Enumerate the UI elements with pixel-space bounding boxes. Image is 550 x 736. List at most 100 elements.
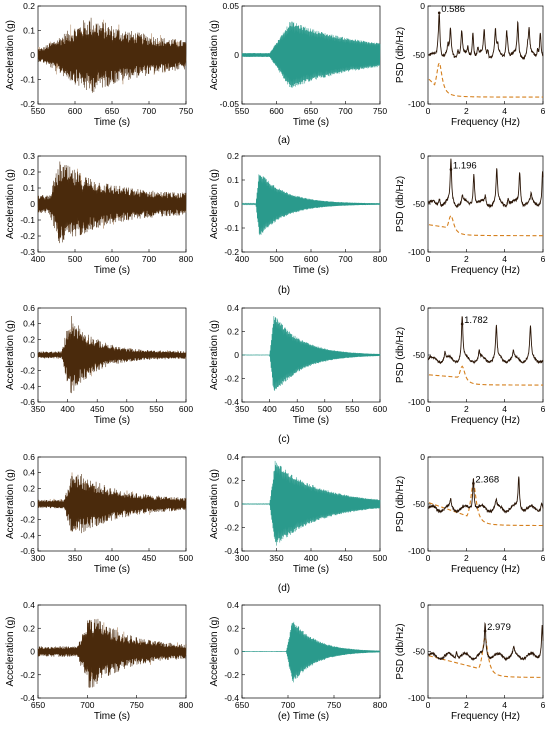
filtered-panel-ytick-label: 0 — [234, 647, 239, 657]
filtered-panel-xtick-label: 350 — [235, 404, 249, 414]
row-d: 300 350 400 450 500-0.6-0.4-0.200.20.40.6Tim… — [5, 452, 546, 594]
psd-panel-ylabel: PSD (db/Hz) — [395, 623, 406, 679]
psd-panel-peak-label: 2.368 — [475, 474, 499, 485]
psd-panel-xtick-label: 6 — [541, 106, 546, 116]
filtered-panel-ytick-label: 0.4 — [227, 452, 239, 462]
psd-panel-xlabel: Frequency (Hz) — [451, 711, 520, 722]
filtered-panel-xtick-label: 700 — [338, 106, 352, 116]
psd-panel-peak-label: 1.782 — [464, 315, 488, 326]
psd-panel-xtick-label: 6 — [541, 700, 546, 710]
raw-panel-xtick-label: 500 — [120, 404, 134, 414]
raw-panel-ytick-label: 0.6 — [23, 303, 35, 313]
filtered-panel-trace — [241, 316, 381, 391]
filtered-panel-xtick-label: 600 — [304, 254, 318, 264]
subfigure-caption: (e) — [278, 711, 290, 722]
psd-panel-xlabel: Frequency (Hz) — [451, 265, 520, 276]
filtered-panel-ytick-label: -0.1 — [224, 223, 239, 233]
psd-panel-peak-point — [437, 11, 441, 15]
filtered-panel-ytick-label: 0.2 — [227, 151, 239, 161]
psd-panel-xtick-label: 0 — [426, 700, 431, 710]
raw-panel-ytick-label: -0.2 — [20, 366, 35, 376]
raw-panel-xtick-label: 800 — [179, 700, 193, 710]
raw-panel-ytick-label: 0.4 — [23, 600, 35, 610]
raw-panel-xtick-label: 350 — [68, 553, 82, 563]
psd-panel-psd-trace — [428, 13, 544, 61]
psd-panel-ytick-label: 0 — [420, 151, 425, 161]
raw-panel-xtick-label: 650 — [31, 700, 45, 710]
filtered-panel-ylabel: Acceleration (g) — [209, 169, 220, 239]
psd-panel-xtick-label: 6 — [541, 404, 546, 414]
raw-panel-ylabel: Acceleration (g) — [5, 20, 16, 90]
filtered-panel-xtick-label: 800 — [373, 700, 387, 710]
filtered-panel-ytick-label: 0.2 — [227, 623, 239, 633]
filtered-panel-ytick-label: -0.2 — [224, 523, 239, 533]
raw-panel-ytick-label: 0.2 — [23, 334, 35, 344]
raw-panel-trace — [37, 473, 187, 534]
psd-panel-model-curve — [428, 482, 544, 527]
raw-panel-ytick-label: 0 — [30, 350, 35, 360]
psd-panel-ytick-label: -50 — [413, 50, 426, 60]
filtered-panel-xlabel: Time (s) — [293, 415, 329, 426]
filtered-panel-ytick-label: 0.4 — [227, 600, 239, 610]
psd-panel-psd-trace — [428, 158, 544, 209]
psd-panel-ytick-label: -50 — [413, 350, 426, 360]
raw-panel-ytick-label: -0.2 — [20, 99, 35, 109]
filtered-panel-xtick-label: 500 — [373, 553, 387, 563]
row-e: 650 700 750 800 -0.4 -0.2 0 0.2 0.4 Time (s) Accel… — [5, 600, 546, 722]
raw-panel-ytick-label: 0.6 — [23, 452, 35, 462]
psd-panel-xtick-label: 4 — [502, 254, 507, 264]
filtered-panel-ytick-label: 0.4 — [227, 303, 239, 313]
raw-panel-xtick-label: 800 — [179, 254, 193, 264]
psd-panel-ytick-label: -100 — [408, 247, 425, 257]
raw-panel-xtick-label: 450 — [142, 553, 156, 563]
raw-panel-ytick-label: -0.2 — [20, 231, 35, 241]
psd-panel-ytick-label: -100 — [408, 693, 425, 703]
raw-panel-ytick-label: -0.3 — [20, 247, 35, 257]
filtered-panel-ytick-label: 0 — [234, 499, 239, 509]
psd-panel-xtick-label: 2 — [464, 254, 469, 264]
filtered-panel-xtick-label: 550 — [235, 106, 249, 116]
filtered-panel-ytick-label: -0.2 — [224, 374, 239, 384]
psd-panel-peak-label: 1.196 — [453, 160, 477, 171]
raw-panel-xlabel: Time (s) — [94, 711, 130, 722]
filtered-panel-xlabel: Time (s) — [293, 564, 329, 575]
filtered-panel-xtick-label: 700 — [281, 700, 295, 710]
raw-panel-trace — [37, 161, 187, 244]
raw-panel-ytick-label: -0.4 — [20, 381, 35, 391]
filtered-panel-xtick-label: 600 — [373, 404, 387, 414]
raw-panel-ytick-label: 0.2 — [23, 483, 35, 493]
psd-panel-peak-point — [449, 168, 453, 171]
subfigure-caption: (a) — [278, 135, 290, 146]
filtered-panel-xtick-label: 300 — [235, 553, 249, 563]
raw-panel-xtick-label: 400 — [31, 254, 45, 264]
psd-panel-xtick-label: 0 — [426, 106, 431, 116]
psd-panel-xtick-label: 0 — [426, 404, 431, 414]
raw-panel-xtick-label: 300 — [31, 553, 45, 563]
subfigure-caption: (c) — [278, 434, 290, 445]
filtered-panel-xtick-label: 450 — [290, 404, 304, 414]
filtered-panel-ytick-label: -0.05 — [220, 99, 240, 109]
psd-panel-peak-point — [460, 322, 464, 326]
raw-panel-xtick-label: 550 — [149, 404, 163, 414]
filtered-panel-ytick-label: -0.2 — [224, 670, 239, 680]
filtered-panel-trace — [241, 460, 381, 546]
filtered-panel-xtick-label: 450 — [338, 553, 352, 563]
psd-panel-ytick-label: -50 — [413, 647, 426, 657]
psd-panel-xlabel: Frequency (Hz) — [451, 117, 520, 128]
raw-panel-xtick-label: 650 — [105, 106, 119, 116]
psd-panel-frame — [427, 604, 544, 699]
raw-panel-xtick-label: 700 — [142, 254, 156, 264]
filtered-panel-xtick-label: 750 — [327, 700, 341, 710]
raw-panel-xtick-label: 550 — [31, 106, 45, 116]
raw-panel-xtick-label: 600 — [105, 254, 119, 264]
filtered-panel-xtick-label: 700 — [338, 254, 352, 264]
psd-panel-peak-point — [472, 482, 475, 485]
raw-panel-xtick-label: 400 — [61, 404, 75, 414]
psd-panel-xtick-label: 2 — [464, 553, 469, 563]
raw-panel-xtick-label: 600 — [179, 404, 193, 414]
raw-panel-ytick-label: 0 — [30, 199, 35, 209]
psd-panel-peak-label: 2.979 — [487, 622, 511, 633]
raw-panel-ytick-label: 0.1 — [23, 183, 35, 193]
filtered-panel-xtick-label: 800 — [373, 254, 387, 264]
